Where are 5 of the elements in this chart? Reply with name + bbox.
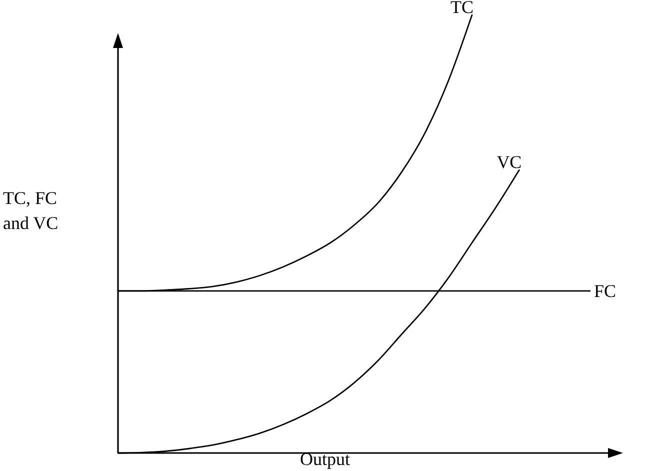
series-label: TC <box>450 0 474 17</box>
x-axis-title: Output <box>300 449 350 469</box>
series-label: FC <box>594 280 616 301</box>
y-axis-title: TC, FC and VC <box>3 188 58 233</box>
series-label: VC <box>496 152 522 172</box>
